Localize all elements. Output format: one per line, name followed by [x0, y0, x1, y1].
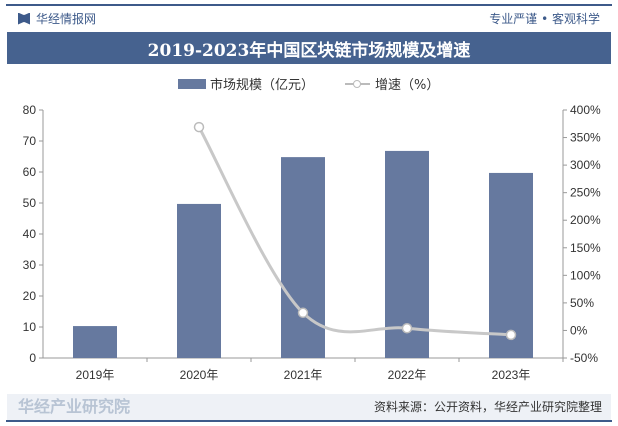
source-note: 资料来源：公开资料，华经产业研究院整理 — [373, 400, 602, 414]
footer-band — [7, 394, 611, 420]
left-tick-label: 80 — [23, 103, 37, 117]
right-tick-label: 250% — [570, 186, 601, 200]
left-tick-label: 70 — [23, 134, 37, 148]
left-tick-label: 0 — [29, 351, 36, 365]
left-tick-label: 10 — [23, 320, 37, 334]
brand-name: 华经情报网 — [36, 12, 97, 26]
legend-bar-label: 市场规模（亿元） — [210, 77, 314, 93]
slogan: 专业严谨 • 客观科学 — [489, 12, 600, 26]
chart-title: 2019-2023年中国区块链市场规模及增速 — [7, 32, 611, 64]
right-tick-label: 0% — [570, 323, 588, 337]
left-tick-label: 50 — [23, 196, 37, 210]
right-tick-label: 100% — [570, 268, 601, 282]
watermark: 华经产业研究院 — [18, 397, 131, 416]
bar-2023年 — [489, 172, 533, 358]
x-tick-label: 2019年 — [76, 368, 115, 382]
legend-bar-swatch — [178, 79, 206, 89]
brand: 华经情报网 — [18, 10, 96, 27]
bar-2019年 — [73, 326, 117, 358]
growth-point — [297, 307, 309, 319]
growth-point — [193, 121, 205, 133]
bar-2021年 — [281, 157, 325, 358]
x-tick-label: 2023年 — [492, 368, 531, 382]
bar-2020年 — [177, 203, 221, 358]
x-tick-label: 2020年 — [180, 368, 219, 382]
left-tick-label: 40 — [23, 227, 37, 241]
x-tick-label: 2022年 — [388, 368, 427, 382]
x-tick-label: 2021年 — [284, 368, 323, 382]
right-tick-label: 400% — [570, 103, 601, 117]
bottom-divider — [6, 420, 612, 422]
left-tick-label: 20 — [23, 289, 37, 303]
legend-line-label: 增速（%） — [375, 78, 439, 93]
left-tick-label: 30 — [23, 258, 37, 272]
book-icon — [18, 12, 30, 25]
growth-point — [505, 329, 517, 341]
right-tick-label: -50% — [570, 351, 598, 365]
right-tick-label: 50% — [570, 296, 594, 310]
right-tick-label: 300% — [570, 158, 601, 172]
growth-line — [197, 126, 512, 337]
legend-line-marker — [353, 80, 361, 88]
left-tick-label: 60 — [23, 165, 37, 179]
right-tick-label: 200% — [570, 213, 601, 227]
right-tick-label: 350% — [570, 131, 601, 145]
right-tick-label: 150% — [570, 241, 601, 255]
top-divider — [6, 4, 612, 6]
growth-point — [401, 322, 413, 334]
